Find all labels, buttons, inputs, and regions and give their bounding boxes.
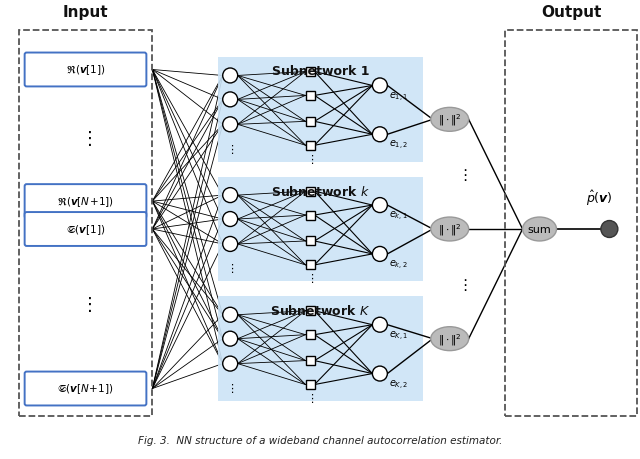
Text: $\vdots$: $\vdots$ xyxy=(306,391,314,404)
Circle shape xyxy=(223,237,237,252)
Circle shape xyxy=(372,198,387,213)
FancyBboxPatch shape xyxy=(218,58,423,162)
Text: $e_{K,2}$: $e_{K,2}$ xyxy=(389,378,409,391)
Circle shape xyxy=(372,247,387,262)
Text: $\|\cdot\|^2$: $\|\cdot\|^2$ xyxy=(438,331,461,347)
Circle shape xyxy=(372,128,387,142)
Text: $\vdots$: $\vdots$ xyxy=(306,152,314,165)
Text: Subnetwork 1: Subnetwork 1 xyxy=(272,65,369,78)
Ellipse shape xyxy=(522,218,557,241)
Circle shape xyxy=(372,318,387,332)
Text: $\vdots$: $\vdots$ xyxy=(226,262,234,275)
Text: $\vdots$: $\vdots$ xyxy=(226,381,234,394)
Circle shape xyxy=(601,221,618,238)
FancyBboxPatch shape xyxy=(218,297,423,401)
FancyBboxPatch shape xyxy=(305,356,314,365)
FancyBboxPatch shape xyxy=(25,213,147,246)
Text: $\|\cdot\|^2$: $\|\cdot\|^2$ xyxy=(438,222,461,237)
Text: $e_{k,1}$: $e_{k,1}$ xyxy=(389,210,408,223)
Text: $\vdots$: $\vdots$ xyxy=(79,129,92,147)
Circle shape xyxy=(372,79,387,94)
Text: $\mathfrak{S}(\boldsymbol{v}[1])$: $\mathfrak{S}(\boldsymbol{v}[1])$ xyxy=(66,223,105,236)
Ellipse shape xyxy=(431,327,468,351)
Text: $e_{1,2}$: $e_{1,2}$ xyxy=(389,139,409,152)
Text: $\mathfrak{R}(\boldsymbol{v}[1])$: $\mathfrak{R}(\boldsymbol{v}[1])$ xyxy=(66,63,106,77)
Text: $e_{1,1}$: $e_{1,1}$ xyxy=(389,90,409,103)
Text: Subnetwork $k$: Subnetwork $k$ xyxy=(271,184,370,198)
Text: $e_{K,1}$: $e_{K,1}$ xyxy=(389,329,409,342)
Text: $\|\cdot\|^2$: $\|\cdot\|^2$ xyxy=(438,112,461,128)
FancyBboxPatch shape xyxy=(25,185,147,218)
Text: $\vdots$: $\vdots$ xyxy=(79,295,92,313)
FancyBboxPatch shape xyxy=(305,261,314,270)
Circle shape xyxy=(223,212,237,227)
Text: $\vdots$: $\vdots$ xyxy=(226,142,234,156)
FancyBboxPatch shape xyxy=(25,372,147,406)
Circle shape xyxy=(223,331,237,347)
FancyBboxPatch shape xyxy=(305,141,314,151)
Ellipse shape xyxy=(431,218,468,241)
Text: $\hat{p}(\boldsymbol{v})$: $\hat{p}(\boldsymbol{v})$ xyxy=(586,189,612,207)
Circle shape xyxy=(223,356,237,371)
FancyBboxPatch shape xyxy=(305,187,314,196)
FancyBboxPatch shape xyxy=(305,330,314,339)
Circle shape xyxy=(223,308,237,323)
Text: $e_{k,2}$: $e_{k,2}$ xyxy=(389,258,408,271)
Text: Input: Input xyxy=(63,5,108,20)
Text: Fig. 3.  NN structure of a wideband channel autocorrelation estimator.: Fig. 3. NN structure of a wideband chann… xyxy=(138,436,502,445)
Circle shape xyxy=(223,93,237,107)
Text: Subnetwork $K$: Subnetwork $K$ xyxy=(271,303,371,318)
Text: $\mathfrak{R}(\boldsymbol{v}[N\!+\!1])$: $\mathfrak{R}(\boldsymbol{v}[N\!+\!1])$ xyxy=(57,195,114,208)
FancyBboxPatch shape xyxy=(305,68,314,77)
FancyBboxPatch shape xyxy=(305,380,314,389)
Text: sum: sum xyxy=(527,224,552,235)
Circle shape xyxy=(372,366,387,381)
Circle shape xyxy=(223,118,237,133)
FancyBboxPatch shape xyxy=(305,118,314,127)
Text: $\vdots$: $\vdots$ xyxy=(306,272,314,285)
Text: $\vdots$: $\vdots$ xyxy=(456,276,467,292)
Text: $\mathfrak{S}(\boldsymbol{v}[N\!+\!1])$: $\mathfrak{S}(\boldsymbol{v}[N\!+\!1])$ xyxy=(57,382,114,396)
FancyBboxPatch shape xyxy=(305,307,314,315)
FancyBboxPatch shape xyxy=(305,237,314,246)
FancyBboxPatch shape xyxy=(305,211,314,220)
Ellipse shape xyxy=(431,108,468,132)
Circle shape xyxy=(223,188,237,203)
Text: $\vdots$: $\vdots$ xyxy=(456,167,467,183)
FancyBboxPatch shape xyxy=(305,92,314,101)
FancyBboxPatch shape xyxy=(218,177,423,282)
Circle shape xyxy=(223,69,237,84)
Text: Output: Output xyxy=(541,5,601,20)
FancyBboxPatch shape xyxy=(25,53,147,87)
